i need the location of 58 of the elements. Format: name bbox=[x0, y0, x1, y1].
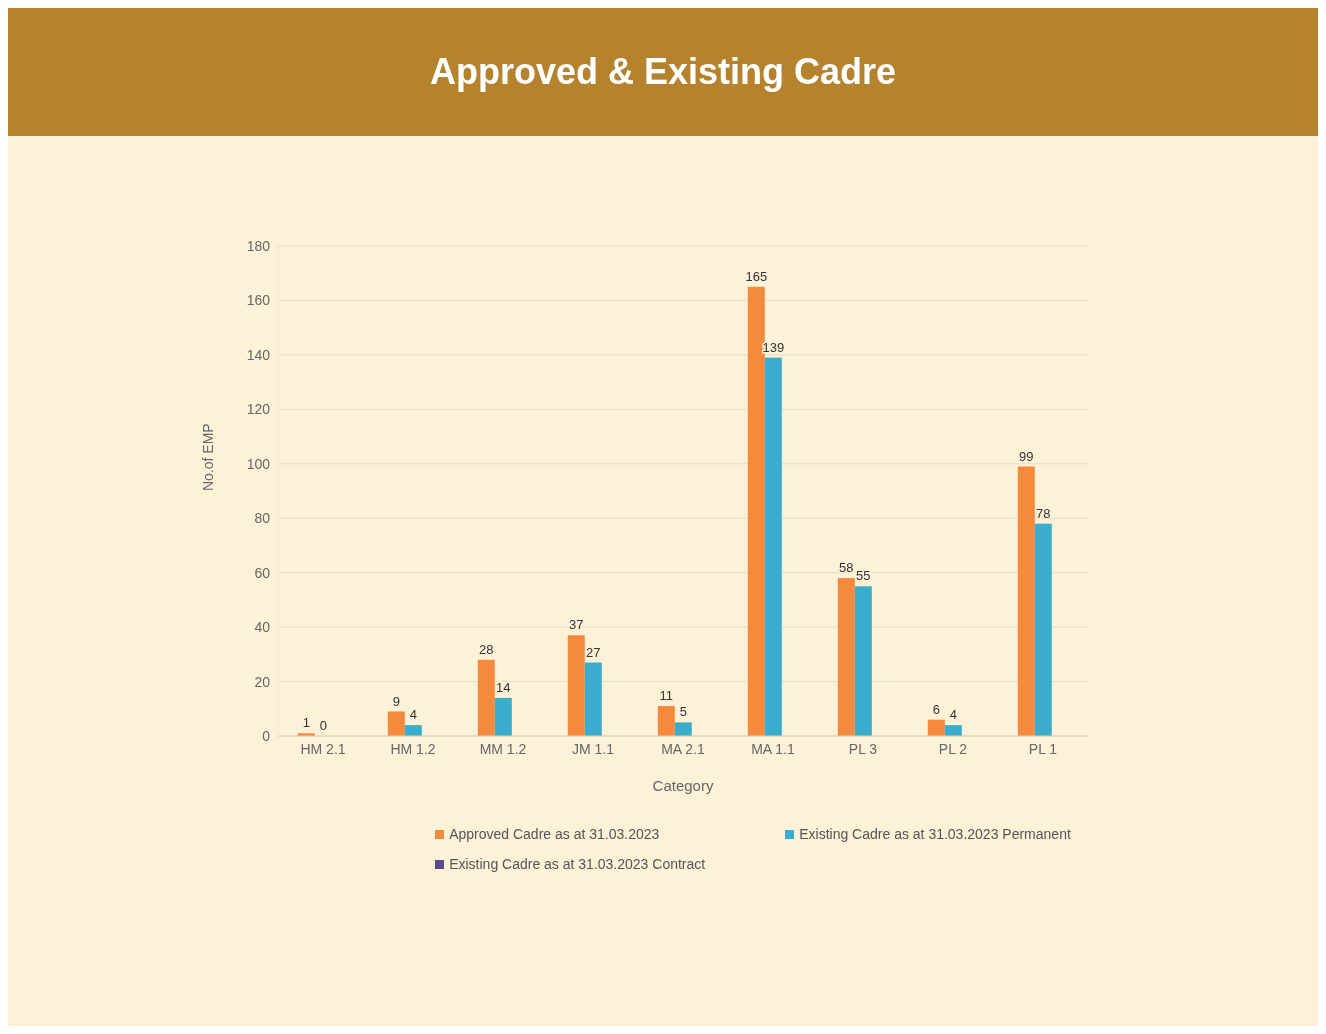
x-tick-label: HM 2.1 bbox=[300, 740, 346, 757]
x-tick-label: MA 2.1 bbox=[661, 740, 705, 757]
x-axis-title: Category bbox=[652, 777, 714, 794]
bar bbox=[837, 578, 855, 736]
data-label: 55 bbox=[856, 568, 871, 584]
y-tick-label: 100 bbox=[246, 455, 271, 472]
data-label: 165 bbox=[745, 268, 768, 284]
y-tick-label: 180 bbox=[246, 237, 271, 254]
x-tick-label: MA 1.1 bbox=[751, 740, 795, 757]
bar bbox=[404, 725, 422, 736]
y-tick-label: 60 bbox=[254, 564, 271, 581]
data-label: 27 bbox=[586, 644, 601, 660]
data-label: 0 bbox=[319, 718, 327, 733]
bar bbox=[567, 635, 585, 736]
x-tick-label: PL 1 bbox=[1028, 740, 1058, 757]
bar bbox=[854, 586, 872, 736]
bar bbox=[657, 706, 675, 736]
y-axis-title: No.of EMP bbox=[199, 423, 216, 491]
x-tick-label: MM 1.2 bbox=[479, 740, 527, 757]
y-tick-label: 20 bbox=[254, 673, 271, 690]
y-tick-label: 160 bbox=[246, 292, 271, 309]
bar bbox=[674, 722, 692, 736]
legend-label: Existing Cadre as at 31.03.2023 Contract bbox=[449, 856, 706, 872]
data-label: 4 bbox=[409, 707, 417, 723]
bar bbox=[584, 662, 602, 736]
data-label: 11 bbox=[659, 688, 674, 704]
x-tick-label: JM 1.1 bbox=[571, 740, 615, 757]
legend-label: Existing Cadre as at 31.03.2023 Permanent bbox=[799, 826, 1071, 842]
x-tick-label: PL 3 bbox=[848, 740, 878, 757]
data-label: 58 bbox=[839, 560, 854, 576]
bar bbox=[387, 711, 405, 736]
bar bbox=[477, 659, 495, 736]
y-tick-label: 140 bbox=[246, 346, 271, 363]
bar bbox=[927, 719, 945, 736]
bar bbox=[1017, 466, 1035, 736]
x-tick-label: HM 1.2 bbox=[390, 740, 436, 757]
y-tick-label: 80 bbox=[254, 510, 271, 527]
data-label: 14 bbox=[496, 679, 511, 695]
legend-label: Approved Cadre as at 31.03.2023 bbox=[449, 826, 660, 842]
x-tick-label: PL 2 bbox=[938, 740, 968, 757]
data-label: 78 bbox=[1036, 505, 1051, 521]
data-label: 4 bbox=[949, 707, 957, 723]
data-label: 1 bbox=[302, 715, 310, 731]
y-tick-label: 40 bbox=[254, 619, 271, 636]
bar bbox=[764, 357, 782, 736]
y-tick-label: 120 bbox=[246, 401, 271, 418]
data-label: 37 bbox=[569, 617, 584, 633]
bar bbox=[1034, 523, 1052, 736]
chart-title: Approved & Existing Cadre bbox=[429, 51, 897, 93]
data-label: 28 bbox=[479, 641, 494, 657]
data-label: 99 bbox=[1019, 448, 1034, 464]
data-label: 5 bbox=[679, 704, 687, 720]
bar bbox=[747, 286, 765, 736]
data-label: 9 bbox=[392, 693, 400, 709]
data-label: 6 bbox=[932, 701, 940, 717]
bar bbox=[494, 697, 512, 736]
bar bbox=[944, 725, 962, 736]
y-tick-label: 0 bbox=[262, 727, 271, 744]
